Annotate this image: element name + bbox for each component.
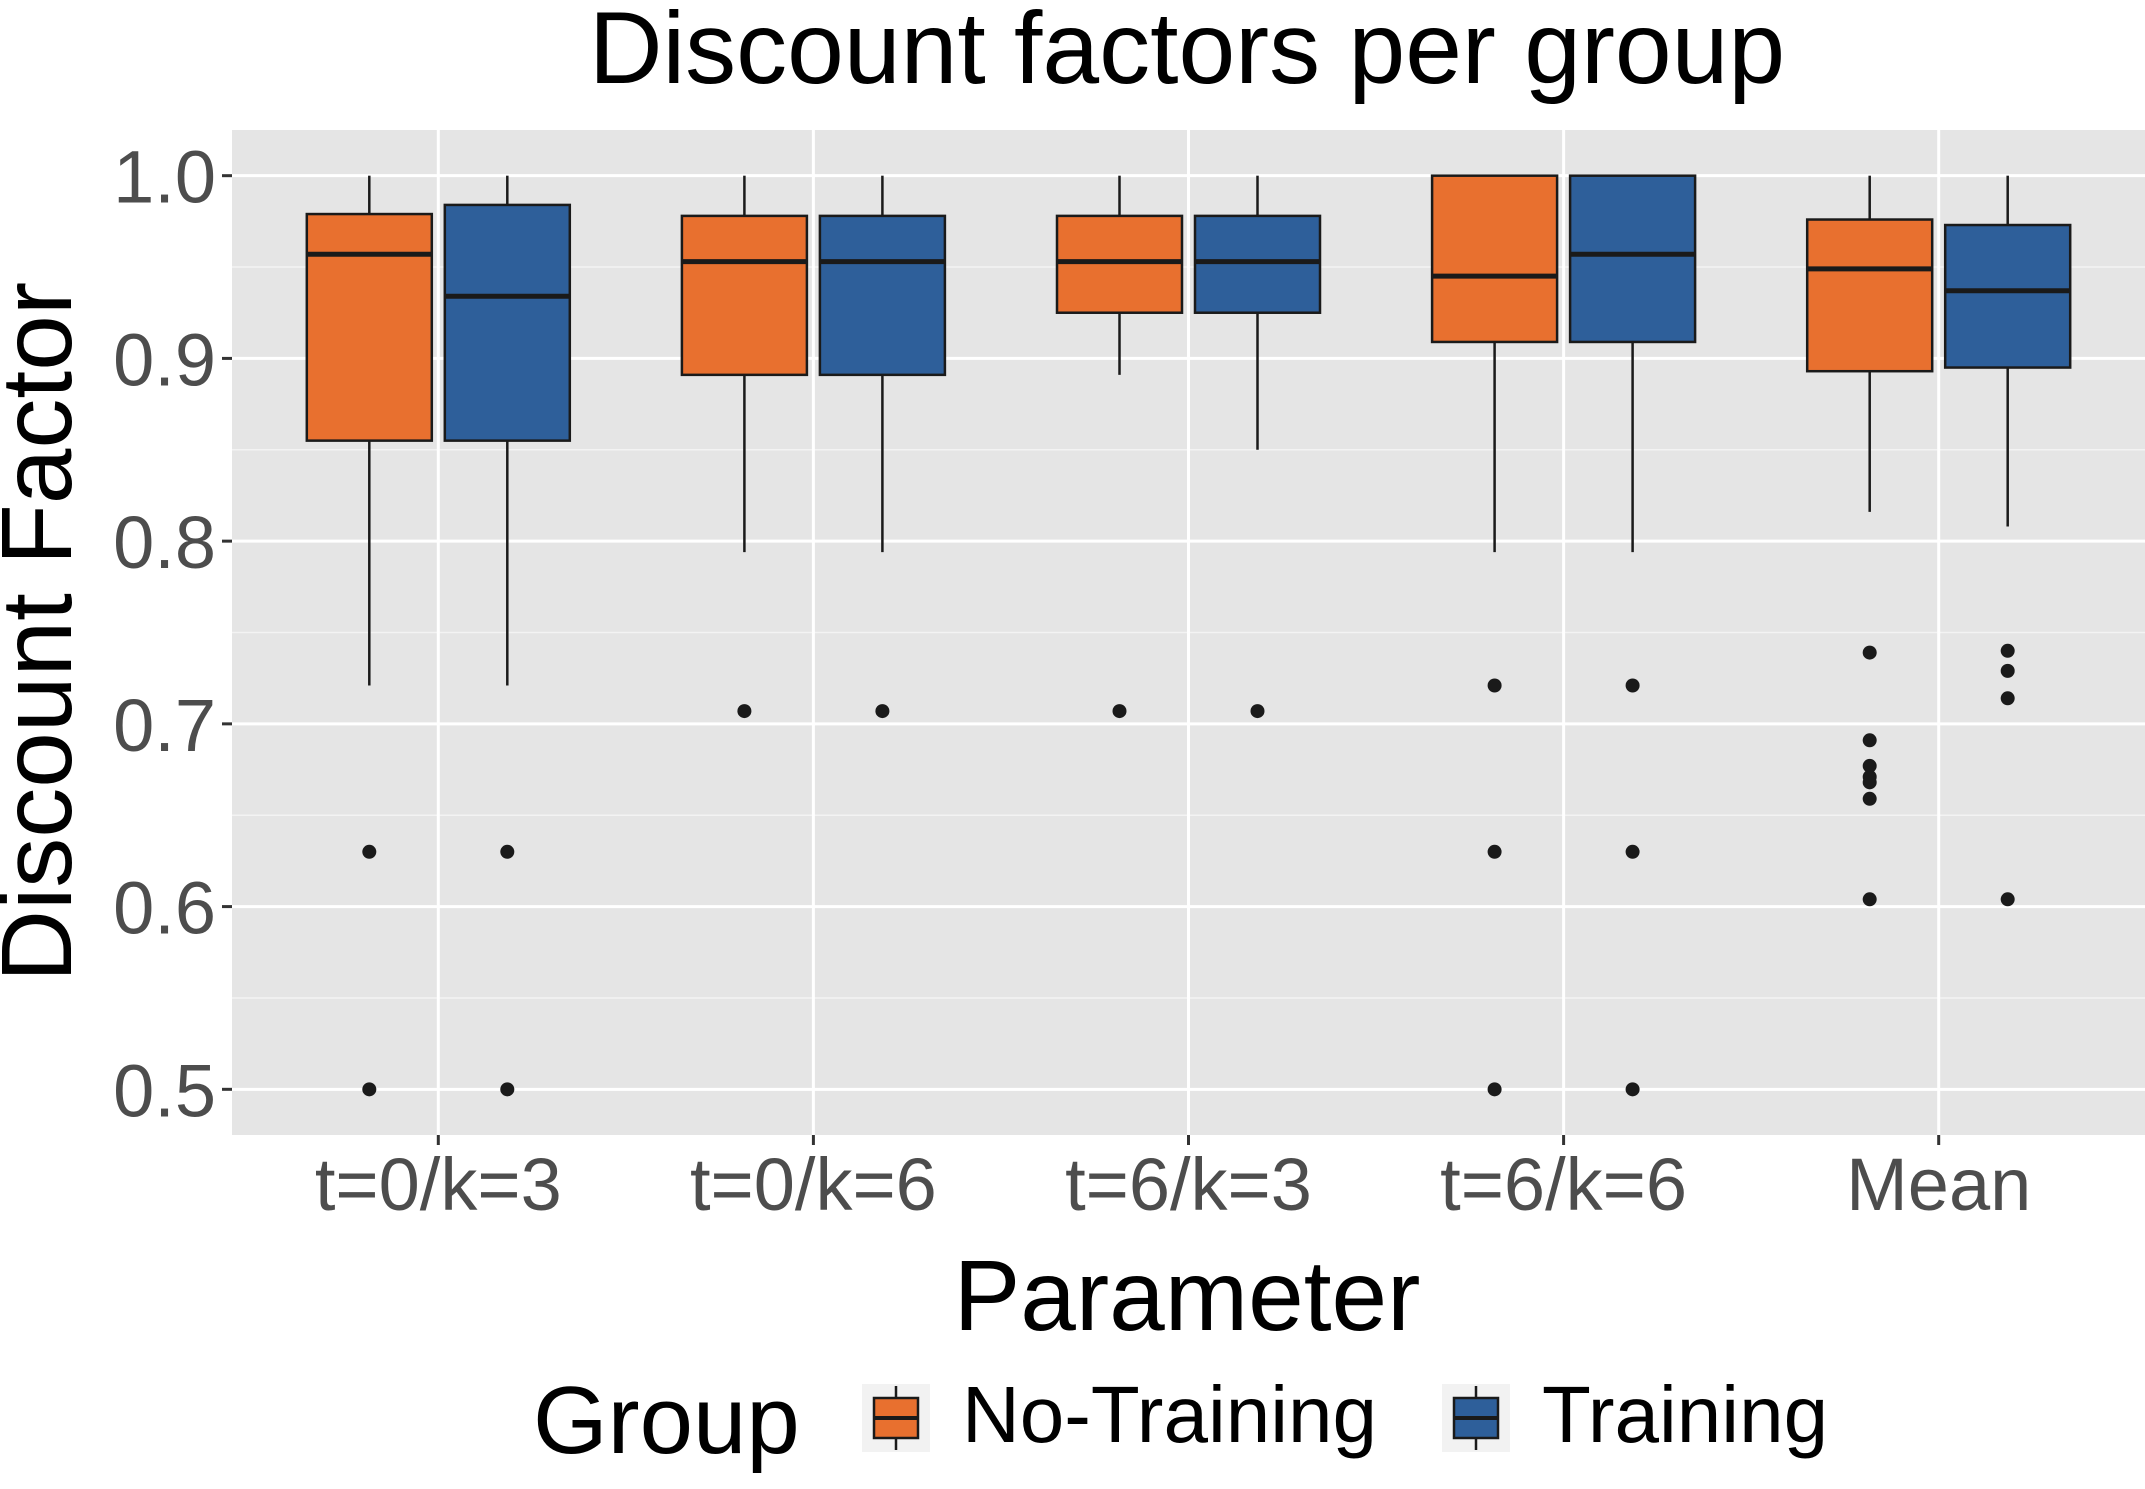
box (305, 212, 434, 442)
box (1055, 214, 1184, 314)
outlier-point (1487, 678, 1502, 693)
boxes (305, 174, 2072, 1097)
x-tick-label: t=0/k=3 (315, 1143, 562, 1226)
box-group (1430, 174, 1559, 1097)
outlier-point (362, 844, 377, 859)
box (680, 214, 809, 377)
box (443, 203, 572, 442)
box-group (443, 175, 572, 1097)
outlier-point (500, 1082, 515, 1097)
y-tick-label: 0.9 (113, 318, 216, 401)
y-axis: 0.5 0.6 0.7 0.8 0.9 1.0 (113, 136, 232, 1132)
outlier-point (2000, 643, 2015, 658)
legend-label: Training (1542, 1370, 1828, 1459)
box-group (1568, 174, 1697, 1097)
outlier-point (1862, 775, 1877, 790)
outlier-point (2000, 691, 2015, 706)
box-group (1193, 175, 1322, 719)
outlier-point (737, 704, 752, 719)
box-group (818, 175, 947, 719)
legend-item: No-Training (862, 1370, 1377, 1459)
box (1193, 214, 1322, 314)
outlier-point (1862, 758, 1877, 773)
y-axis-label: Discount Factor (0, 282, 93, 982)
x-axis-label: Parameter (954, 1240, 1421, 1352)
outlier-point (1487, 1082, 1502, 1097)
x-tick-label: t=6/k=6 (1440, 1143, 1687, 1226)
x-axis: t=0/k=3 t=0/k=6 t=6/k=3 t=6/k=6 Mean (315, 1135, 2031, 1226)
outlier-point (1112, 704, 1127, 719)
legend-item: Training (1442, 1370, 1828, 1459)
outlier-point (1862, 645, 1877, 660)
box-group (1805, 175, 1934, 907)
outlier-point (1862, 892, 1877, 907)
y-tick-label: 0.5 (113, 1049, 216, 1132)
y-tick-label: 1.0 (113, 136, 216, 219)
outlier-point (2000, 663, 2015, 678)
y-tick-label: 0.8 (113, 501, 216, 584)
box (1943, 223, 2072, 369)
chart-title: Discount factors per group (589, 0, 1785, 105)
box (1568, 174, 1697, 344)
legend-title: Group (533, 1367, 800, 1474)
box-group (680, 175, 809, 719)
y-tick-label: 0.7 (113, 684, 216, 767)
box (1805, 218, 1934, 373)
outlier-point (1487, 844, 1502, 859)
box-group (305, 175, 434, 1097)
legend-label: No-Training (962, 1370, 1377, 1459)
outlier-point (875, 704, 890, 719)
box-group (1055, 175, 1184, 719)
outlier-point (1862, 733, 1877, 748)
outlier-point (1862, 791, 1877, 806)
legend: Group No-Training Training (533, 1367, 1828, 1474)
y-tick-label: 0.6 (113, 867, 216, 950)
box-group (1943, 175, 2072, 907)
outlier-point (500, 844, 515, 859)
outlier-point (1250, 704, 1265, 719)
outlier-point (362, 1082, 377, 1097)
box (818, 214, 947, 377)
x-tick-label: t=6/k=3 (1065, 1143, 1312, 1226)
outlier-point (1625, 1082, 1640, 1097)
x-tick-label: t=0/k=6 (690, 1143, 937, 1226)
outlier-point (1625, 844, 1640, 859)
outlier-point (2000, 892, 2015, 907)
outlier-point (1625, 678, 1640, 693)
box (1430, 174, 1559, 344)
x-tick-label: Mean (1846, 1143, 2031, 1226)
